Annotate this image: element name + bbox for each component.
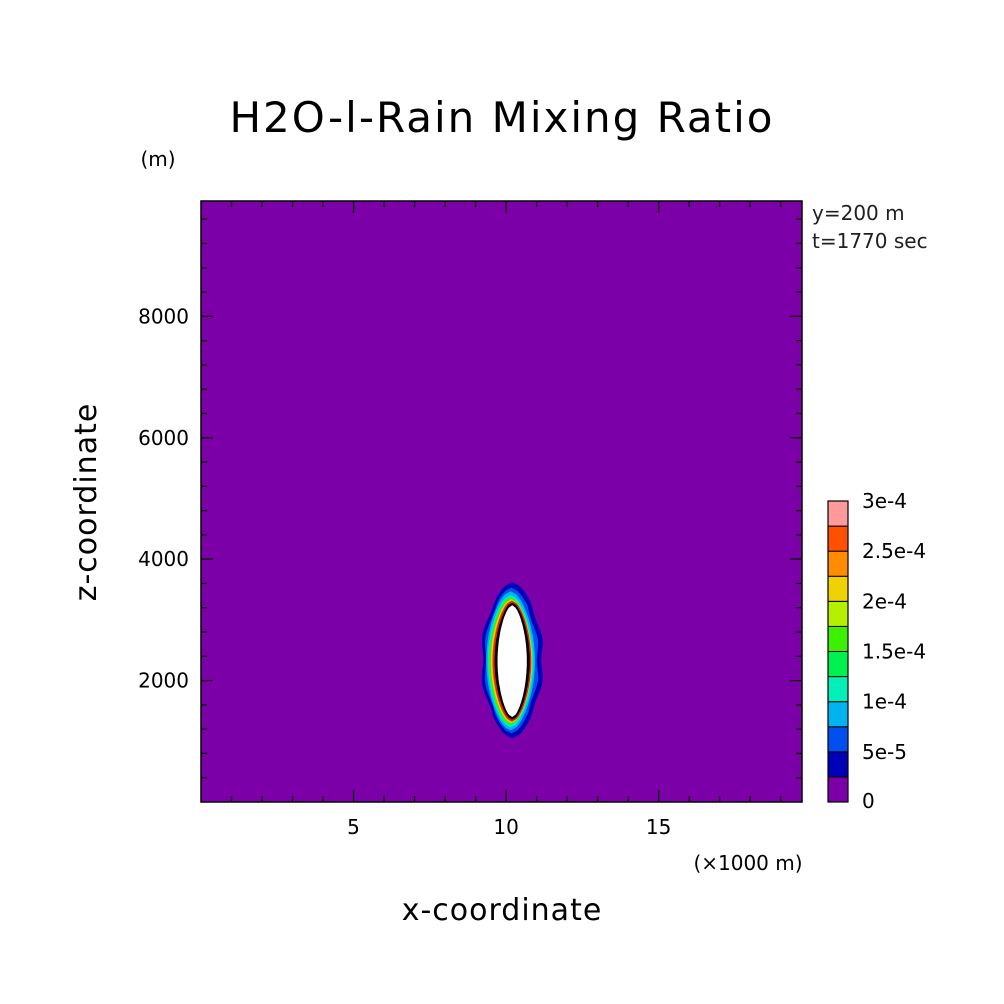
x-tick-label: 5 [347, 815, 360, 839]
colorbar-swatch [827, 726, 849, 753]
colorbar-swatch [827, 525, 849, 552]
colorbar-swatch [827, 600, 849, 627]
chart-title: H2O-l-Rain Mixing Ratio [229, 93, 774, 142]
annotation-y: y=200 m [812, 201, 905, 225]
rain-shaft-contours [481, 582, 543, 739]
colorbar-swatch [827, 701, 849, 728]
x-tick-label: 10 [493, 815, 518, 839]
x-tick-labels: 5 10 15 [347, 815, 671, 839]
colorbar-swatch [827, 625, 849, 653]
colorbar-swatch [827, 651, 849, 678]
colorbar-label: 5e-5 [862, 740, 907, 764]
plot-area [200, 200, 803, 803]
y-tick-label: 6000 [138, 426, 189, 450]
colorbar-swatch [827, 550, 849, 577]
y-tick-label: 2000 [138, 669, 189, 693]
y-axis-title: z-coordinate [69, 403, 104, 602]
y-tick-label: 4000 [138, 547, 189, 571]
colorbar-swatch [827, 776, 849, 803]
colorbar-label: 2.5e-4 [862, 539, 926, 563]
contour-core [497, 605, 527, 717]
colorbar-label: 3e-4 [862, 489, 907, 513]
x-axis-title: x-coordinate [402, 893, 603, 928]
y-unit-label: (m) [140, 147, 175, 171]
annotation-t: t=1770 sec [812, 229, 928, 253]
y-tick-label: 8000 [138, 304, 189, 328]
x-tick-label: 15 [646, 815, 671, 839]
colorbar-swatch [827, 500, 849, 527]
colorbar-swatch [827, 575, 849, 602]
colorbar-label: 2e-4 [862, 589, 907, 613]
x-unit-label: (×1000 m) [693, 851, 802, 875]
colorbar-swatch [827, 751, 849, 778]
colorbar-frame [827, 500, 849, 803]
colorbar: 0 5e-5 1e-4 1.5e-4 2e-4 2.5e-4 3e-4 [827, 489, 926, 813]
y-tick-labels: 2000 4000 6000 8000 [138, 304, 189, 692]
plot-frame [200, 200, 803, 803]
colorbar-label: 1.5e-4 [862, 640, 926, 664]
axis-ticks [201, 201, 802, 802]
colorbar-swatch [827, 676, 849, 703]
colorbar-label: 1e-4 [862, 690, 907, 714]
colorbar-label: 0 [862, 789, 875, 813]
